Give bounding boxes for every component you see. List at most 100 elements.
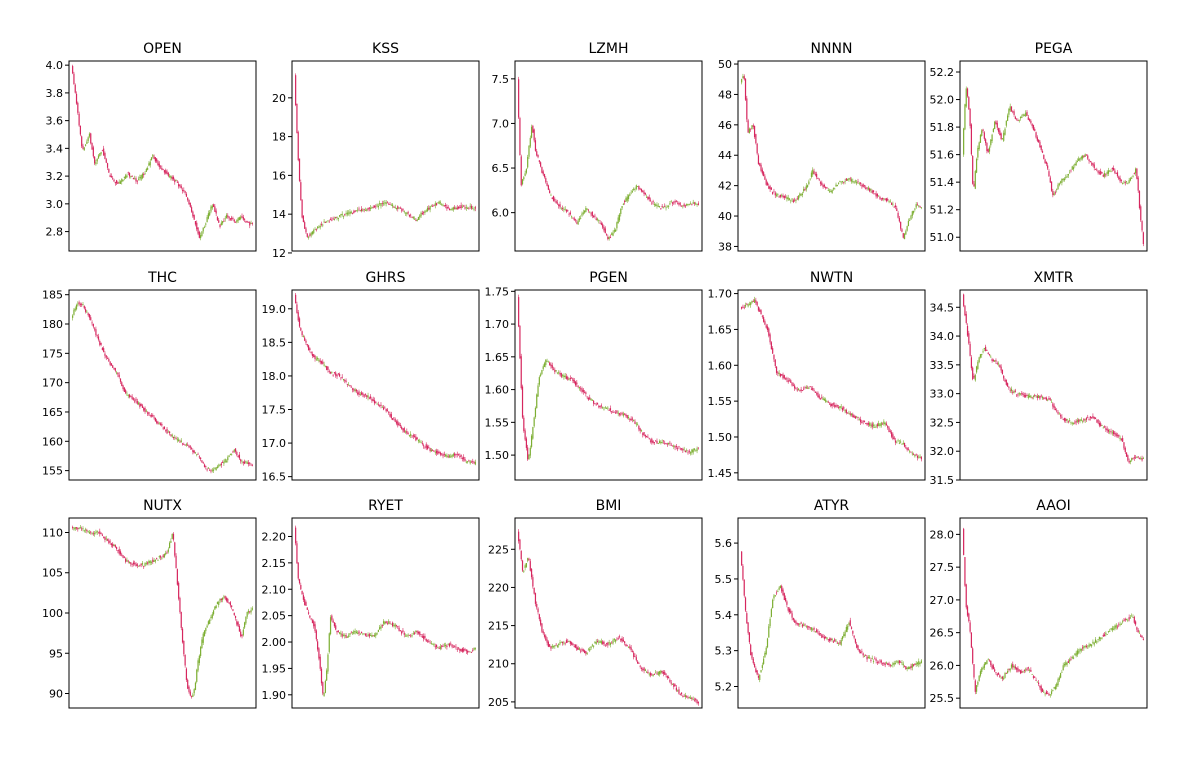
- candle-body: [600, 405, 602, 407]
- candle-body: [207, 467, 209, 469]
- candle-body: [1083, 155, 1085, 157]
- candle-body: [819, 182, 822, 184]
- candle-body: [1052, 190, 1054, 196]
- candle-body: [324, 366, 326, 368]
- candle-body: [363, 633, 365, 635]
- candle-body: [245, 461, 247, 463]
- y-tick-label: 90: [49, 688, 63, 701]
- candle-body: [1093, 642, 1095, 645]
- candle-body: [398, 207, 400, 209]
- subplot-title: NNNN: [811, 41, 853, 57]
- candle-body: [188, 199, 190, 205]
- candle-body: [805, 185, 807, 190]
- candle-body: [572, 643, 574, 646]
- candle-body: [1035, 679, 1037, 681]
- candle-body: [415, 436, 417, 441]
- candle-body: [777, 591, 779, 593]
- candle-body: [1062, 665, 1064, 671]
- candle-body: [1007, 115, 1009, 121]
- candle-body: [564, 208, 566, 210]
- candle-body: [202, 227, 204, 232]
- candle-body: [434, 203, 436, 206]
- candle-body: [1132, 458, 1134, 459]
- candle-body: [796, 622, 798, 625]
- candle-body: [437, 202, 439, 204]
- candle-body: [916, 204, 919, 206]
- candle-body: [128, 561, 131, 564]
- candle-body: [542, 171, 544, 175]
- candle-body: [810, 172, 813, 177]
- candle-body: [118, 549, 120, 554]
- candle-body: [746, 303, 748, 305]
- y-tick-label: 17.0: [262, 437, 287, 450]
- y-tick-label: 1.55: [485, 416, 510, 429]
- candle-body: [1053, 687, 1055, 689]
- candle-body: [1083, 646, 1085, 649]
- candle-body: [872, 190, 875, 193]
- candle-body: [327, 654, 329, 672]
- candle-body: [313, 354, 315, 358]
- candle-body: [300, 182, 302, 201]
- candle-body: [914, 663, 916, 665]
- candle-body: [857, 181, 859, 183]
- candle-body: [1114, 432, 1116, 435]
- candle-body: [333, 622, 336, 627]
- candle-body: [693, 202, 696, 204]
- candle-body: [147, 562, 149, 564]
- candle-body: [1137, 630, 1139, 633]
- candle-body: [201, 231, 203, 237]
- y-tick-label: 42: [718, 180, 732, 193]
- candle-body: [674, 684, 676, 687]
- candle-body: [844, 181, 846, 182]
- candle-body: [903, 442, 906, 447]
- candle-body: [806, 626, 809, 628]
- candle-body: [392, 204, 394, 207]
- candle-body: [885, 423, 888, 425]
- candle-body: [748, 632, 751, 643]
- candle-body: [315, 630, 317, 640]
- candle-body: [344, 635, 346, 636]
- candle-body: [996, 363, 998, 364]
- candle-body: [407, 433, 409, 435]
- candle-body: [1103, 634, 1106, 637]
- candle-body: [598, 641, 600, 643]
- candle-body: [915, 204, 917, 208]
- candle-body: [234, 616, 237, 618]
- candle-body: [134, 178, 136, 180]
- candle-body: [830, 638, 832, 641]
- candle-body: [540, 162, 542, 167]
- candle-body: [905, 666, 907, 670]
- candle-body: [586, 396, 588, 398]
- candle-body: [336, 374, 338, 377]
- candle-body: [1045, 162, 1047, 164]
- candle-body: [421, 443, 423, 444]
- candle-body: [206, 625, 208, 628]
- candle-body: [297, 132, 299, 161]
- candle-body: [170, 434, 172, 436]
- candle-body: [1005, 120, 1007, 126]
- y-tick-label: 1.65: [708, 323, 733, 336]
- candle-body: [169, 431, 171, 434]
- candle-body: [567, 640, 569, 642]
- candle-body: [646, 436, 648, 438]
- candle-body: [402, 209, 404, 211]
- candle-body: [94, 156, 96, 164]
- candle-body: [761, 315, 763, 317]
- candle-body: [545, 635, 547, 641]
- candle-body: [987, 352, 989, 354]
- candle-body: [988, 147, 991, 152]
- candle-body: [902, 663, 904, 666]
- candle-body: [193, 689, 195, 694]
- candle-body: [797, 195, 800, 200]
- candle-body: [834, 639, 836, 642]
- candle-body: [190, 207, 193, 212]
- candle-body: [247, 221, 250, 223]
- candle-body: [985, 662, 987, 665]
- candle-body: [1101, 172, 1103, 174]
- candle-body: [974, 680, 976, 692]
- candle-body: [370, 635, 372, 637]
- candle-body: [687, 452, 689, 454]
- candle-body: [893, 206, 895, 208]
- candle-body: [581, 648, 583, 651]
